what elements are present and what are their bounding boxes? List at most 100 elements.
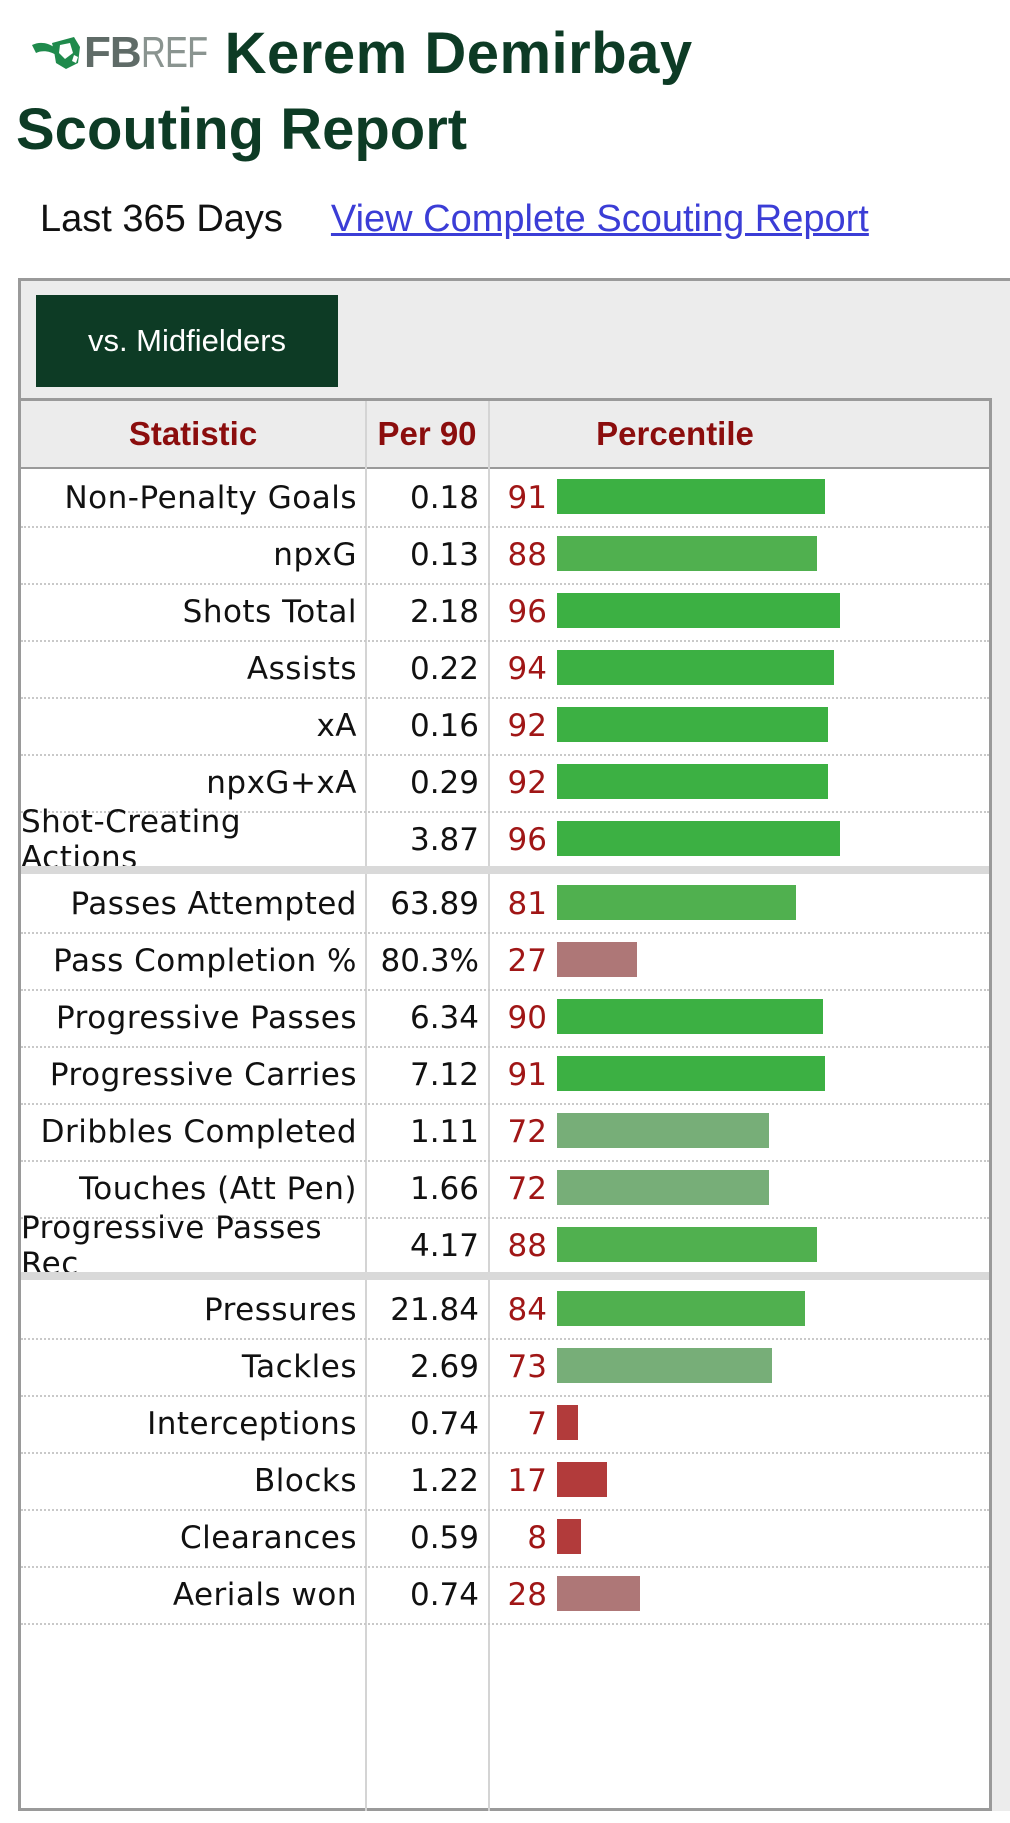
- table-row: Progressive Passes 6.34 90: [21, 989, 989, 1048]
- per90-value: 0.16: [409, 707, 479, 744]
- percentile-value: 96: [507, 593, 547, 630]
- stat-name: Clearances: [180, 1519, 357, 1556]
- percentile-value: 81: [507, 885, 547, 922]
- per90-value: 7.12: [409, 1056, 479, 1093]
- per90-value: 63.89: [390, 885, 479, 922]
- percentile-bar: [557, 1056, 825, 1091]
- percentile-bar: [557, 999, 823, 1034]
- per90-value: 0.22: [409, 650, 479, 687]
- header-per90[interactable]: Per 90: [377, 415, 477, 452]
- per90-value: 80.3%: [380, 942, 479, 979]
- per90-value: 21.84: [390, 1291, 479, 1328]
- stat-name: Non-Penalty Goals: [64, 479, 357, 516]
- table-row: xA 0.16 92: [21, 697, 989, 756]
- percentile-bar: [557, 764, 828, 799]
- column-divider: [365, 401, 367, 1811]
- percentile-bar: [557, 1462, 607, 1497]
- stat-name: npxG: [273, 536, 357, 573]
- percentile-bar: [557, 1405, 578, 1440]
- stat-name: Progressive Passes Rec: [21, 1209, 323, 1282]
- percentile-value: 88: [507, 536, 547, 573]
- fbref-logo-icon: [32, 37, 80, 69]
- table-row: Touches (Att Pen) 1.66 72: [21, 1160, 989, 1219]
- header-percentile[interactable]: Percentile: [596, 415, 754, 452]
- percentile-bar: [557, 1227, 817, 1262]
- percentile-bar: [557, 1519, 581, 1554]
- stat-name: Progressive Carries: [49, 1056, 357, 1093]
- per90-value: 2.69: [409, 1348, 479, 1385]
- per90-value: 0.18: [409, 479, 479, 516]
- percentile-bar: [557, 593, 840, 628]
- stat-name: Touches (Att Pen): [79, 1170, 357, 1207]
- stat-name: Dribbles Completed: [40, 1113, 357, 1150]
- table-row: Blocks 1.22 17: [21, 1452, 989, 1511]
- stat-name: Progressive Passes: [55, 999, 357, 1036]
- stat-name: Pressures: [203, 1291, 357, 1328]
- table-row: Shots Total 2.18 96: [21, 583, 989, 642]
- table-row: npxG 0.13 88: [21, 526, 989, 585]
- per90-value: 4.17: [409, 1227, 479, 1264]
- table-row: Shot-Creating Actions 3.87 96: [21, 804, 989, 876]
- percentile-value: 28: [507, 1576, 547, 1613]
- table-row: Interceptions 0.74 7: [21, 1395, 989, 1454]
- percentile-value: 92: [507, 764, 547, 801]
- complete-report-link[interactable]: View Complete Scouting Report: [330, 198, 869, 240]
- table-row: Pass Completion % 80.3% 27: [21, 932, 989, 991]
- position-filter-button[interactable]: vs. Midfielders: [36, 295, 338, 387]
- percentile-bar: [557, 1291, 805, 1326]
- player-name: Kerem Demirbay: [224, 20, 693, 86]
- stat-name: Aerials won: [172, 1576, 357, 1613]
- percentile-bar: [557, 536, 817, 571]
- logo-ref-text: REF: [140, 28, 208, 77]
- per90-value: 0.74: [409, 1405, 479, 1442]
- page-header: FB REF Kerem Demirbay Scouting Report: [16, 18, 990, 163]
- table-row: Passes Attempted 63.89 81: [21, 875, 989, 934]
- scouting-panel: vs. Midfielders Statistic Per 90 Percent…: [18, 278, 1010, 1811]
- percentile-bar: [557, 1576, 640, 1611]
- percentile-value: 88: [507, 1227, 547, 1264]
- percentile-value: 17: [507, 1462, 547, 1499]
- percentile-value: 73: [507, 1348, 547, 1385]
- stat-name: xA: [316, 707, 357, 744]
- percentile-bar: [557, 821, 840, 856]
- per90-value: 1.22: [409, 1462, 479, 1499]
- table-row: Non-Penalty Goals 0.18 91: [21, 469, 989, 528]
- stat-name: Shots Total: [182, 593, 357, 630]
- table-row: Dribbles Completed 1.11 72: [21, 1103, 989, 1162]
- group-separator: [21, 866, 989, 874]
- stat-name: Pass Completion %: [53, 942, 357, 979]
- percentile-value: 27: [507, 942, 547, 979]
- table-row: Pressures 21.84 84: [21, 1281, 989, 1340]
- per90-value: 0.59: [409, 1519, 479, 1556]
- percentile-bar: [557, 707, 828, 742]
- percentile-bar: [557, 885, 796, 920]
- per90-value: 3.87: [409, 821, 479, 858]
- per90-value: 2.18: [409, 593, 479, 630]
- percentile-bar: [557, 1348, 772, 1383]
- title-line: FB REF Kerem Demirbay: [30, 18, 990, 88]
- stat-name: Passes Attempted: [70, 885, 357, 922]
- percentile-value: 94: [507, 650, 547, 687]
- table-row: Progressive Carries 7.12 91: [21, 1046, 989, 1105]
- stat-name: Blocks: [254, 1462, 357, 1499]
- percentile-bar: [557, 479, 825, 514]
- percentile-value: 84: [507, 1291, 547, 1328]
- per90-value: 1.66: [409, 1170, 479, 1207]
- stat-name: Interceptions: [147, 1405, 357, 1442]
- percentile-bar: [557, 1170, 769, 1205]
- percentile-bar: [557, 650, 834, 685]
- per90-value: 6.34: [409, 999, 479, 1036]
- table-row: Aerials won 0.74 28: [21, 1566, 989, 1625]
- fbref-logo[interactable]: FB REF: [30, 28, 209, 78]
- table-row: Tackles 2.69 73: [21, 1338, 989, 1397]
- percentile-value: 90: [507, 999, 547, 1036]
- table-row: npxG+xA 0.29 92: [21, 754, 989, 813]
- report-subheader: Last 365 Days View Complete Scouting Rep…: [40, 198, 869, 241]
- period-label: Last 365 Days: [40, 198, 283, 240]
- stats-table: Statistic Per 90 Percentile Non-Penalty …: [21, 398, 992, 1811]
- percentile-value: 7: [527, 1405, 547, 1442]
- table-row: Progressive Passes Rec 4.17 88: [21, 1209, 989, 1282]
- percentile-bar: [557, 1113, 769, 1148]
- table-row: Clearances 0.59 8: [21, 1509, 989, 1568]
- header-statistic[interactable]: Statistic: [128, 415, 258, 452]
